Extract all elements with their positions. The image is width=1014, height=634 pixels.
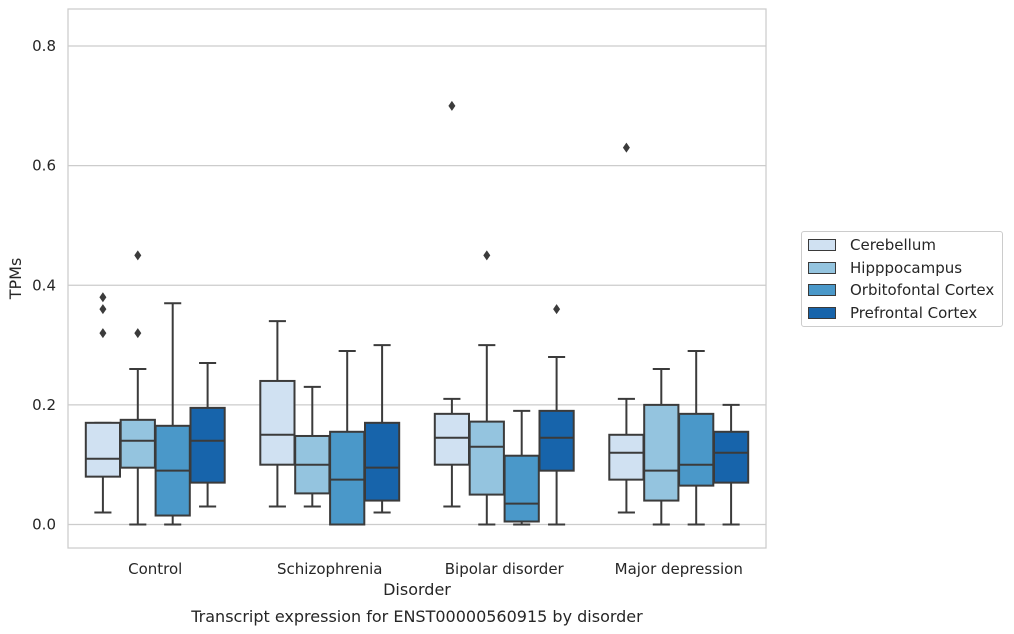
legend-swatch	[808, 261, 836, 274]
box-2-2	[503, 409, 540, 526]
box-iqr	[329, 430, 366, 526]
outlier-marker	[483, 250, 491, 261]
box-iqr	[84, 421, 122, 478]
y-tick-label: 0.6	[32, 157, 56, 175]
box-iqr	[119, 418, 156, 469]
legend-label: Prefrontal Cortex	[850, 303, 978, 322]
legend-swatch	[808, 284, 836, 296]
x-tick-label: Bipolar disorder	[445, 560, 565, 578]
x-tick-label: Schizophrenia	[277, 560, 382, 578]
y-axis-ticks: 0.0 0.2 0.4 0.6 0.8	[32, 37, 56, 534]
box-3-3	[712, 403, 750, 526]
outlier-marker	[622, 142, 630, 153]
box-iqr	[643, 403, 680, 502]
box-3-0	[189, 362, 226, 508]
x-axis-ticks: Control Schizophrenia Bipolar disorder Majo…	[128, 560, 743, 578]
box-iqr	[538, 409, 575, 472]
y-tick-label: 0.2	[32, 396, 56, 414]
box-0-0	[84, 292, 122, 514]
y-tick-label: 0.0	[32, 516, 56, 534]
outlier-marker	[553, 304, 561, 315]
y-axis-title: TPMs	[6, 258, 25, 301]
legend: Cerebellum Hipppocampus Orbitofontal Corte…	[801, 231, 1003, 327]
outlier-marker	[448, 100, 456, 111]
legend-item: Orbitofontal Cortex	[808, 280, 994, 300]
box-2-3	[678, 350, 715, 526]
box-iqr	[503, 454, 540, 523]
box-2-1	[329, 350, 366, 526]
box-0-1	[259, 320, 296, 508]
box-1-0	[119, 250, 156, 526]
box-1-3	[643, 367, 680, 526]
box-0-3	[608, 142, 645, 514]
figure-caption: Transcript expression for ENST0000056091…	[190, 607, 643, 626]
box-2-0	[154, 302, 191, 526]
y-tick-label: 0.8	[32, 37, 56, 55]
box-iqr	[259, 379, 296, 466]
box-1-2	[468, 250, 505, 526]
x-tick-label: Major depression	[615, 560, 743, 578]
y-tick-label: 0.4	[32, 276, 56, 294]
box-iqr	[189, 406, 226, 484]
box-1-1	[294, 385, 331, 508]
outlier-marker	[99, 328, 107, 339]
legend-label: Cerebellum	[850, 236, 936, 254]
legend-swatch	[808, 239, 836, 251]
box-iqr	[468, 420, 505, 496]
x-tick-label: Control	[128, 560, 182, 578]
outlier-marker	[99, 304, 107, 315]
legend-item: Cerebellum	[808, 235, 936, 255]
box-3-2	[538, 304, 575, 526]
legend-label: Orbitofontal Cortex	[850, 281, 995, 299]
box-plot-area	[84, 100, 750, 526]
outlier-marker	[99, 292, 107, 303]
box-iqr	[608, 433, 645, 481]
box-iqr	[433, 412, 471, 466]
outlier-marker	[134, 328, 142, 339]
box-iqr	[678, 412, 715, 487]
legend-item: Prefrontal Cortex	[808, 303, 977, 323]
box-iqr	[712, 430, 750, 484]
x-axis-title: Disorder	[383, 580, 451, 599]
outlier-marker	[134, 250, 142, 261]
box-0-2	[433, 100, 471, 508]
legend-swatch	[808, 306, 836, 319]
box-3-1	[363, 344, 401, 514]
legend-item: Hipppocampus	[808, 258, 962, 278]
box-iqr	[363, 421, 401, 502]
plot-frame	[67, 8, 767, 549]
legend-label: Hipppocampus	[850, 258, 963, 277]
